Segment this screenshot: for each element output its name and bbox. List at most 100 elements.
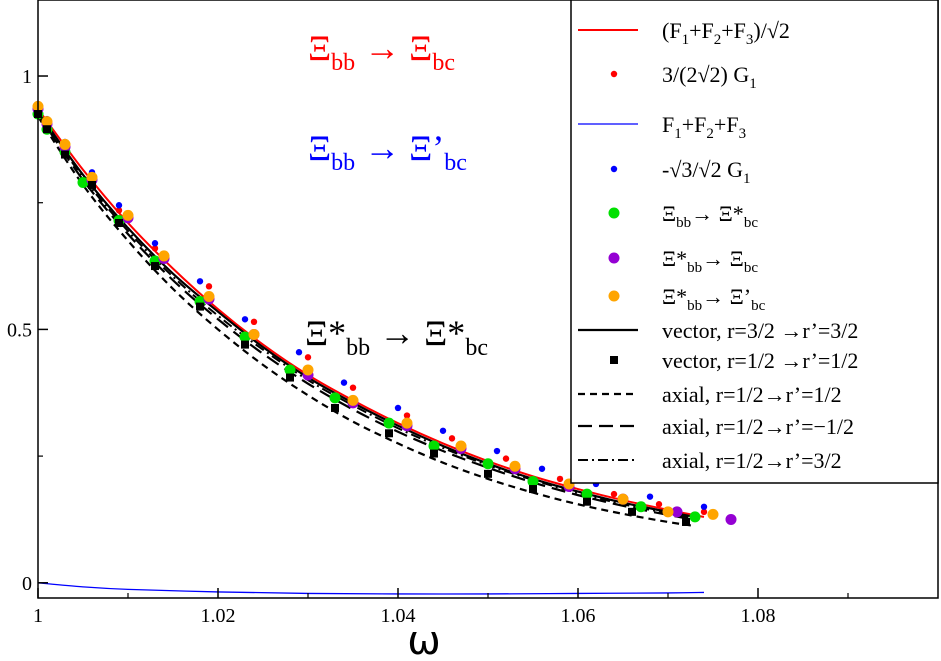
series-3-point	[151, 240, 159, 247]
legend-label-part: axial, r=1/2→r’=1/2	[662, 382, 842, 407]
series-3-point	[196, 278, 204, 285]
x-tick-label: 1.04	[381, 605, 416, 627]
legend-box	[570, 0, 939, 484]
legend-item-3: -√3/√2 G1	[610, 157, 750, 187]
series-6-point	[158, 250, 170, 262]
legend-swatch	[610, 356, 618, 364]
series-6-point	[509, 460, 521, 472]
series-6-point	[662, 506, 674, 518]
series-1-point	[304, 354, 312, 361]
series-4-point	[482, 458, 494, 470]
legend-item-11: axial, r=1/2→r’=3/2	[578, 448, 842, 473]
series-10-line	[37, 113, 696, 522]
legend-label-part: → Ξ	[702, 246, 744, 271]
legend-label-part: bb	[687, 260, 702, 276]
series-6-point	[248, 328, 260, 340]
x-tick-label: 1	[33, 605, 43, 627]
legend-label-part: Ξ*	[662, 246, 687, 271]
legend-item-6: Ξ*bb→ Ξ’bc	[608, 284, 766, 314]
series-4-point	[77, 176, 89, 188]
series-4-point	[284, 364, 296, 376]
series-8-point	[286, 373, 294, 382]
series-8-point	[682, 517, 690, 526]
legend-label: vector, r=1/2 →r’=1/2	[662, 348, 858, 373]
legend-label: Ξ*bb→ Ξbc	[662, 246, 758, 276]
series-4-point	[635, 501, 647, 513]
series-3-point	[493, 447, 501, 455]
annotation-part: Ξ	[308, 128, 331, 168]
x-tick-label: 1.08	[741, 605, 776, 627]
annotation-3: Ξ*bb → Ξ*bc	[305, 313, 488, 361]
series-8-point	[430, 449, 438, 458]
annotation-part: →	[355, 28, 409, 68]
legend-label-part: 3	[746, 32, 754, 48]
series-1-point	[655, 501, 663, 508]
legend-swatch	[608, 252, 620, 264]
series-3-point	[646, 493, 654, 500]
series-8-point	[385, 429, 393, 438]
series-8-point	[241, 340, 249, 349]
series-3-point	[295, 349, 303, 356]
legend-label: axial, r=1/2→r’=1/2	[662, 382, 842, 407]
annotation-part: bc	[465, 335, 488, 361]
annotation-part: bc	[444, 150, 467, 176]
annotation-2: Ξbb → Ξ’bc	[308, 128, 467, 176]
series-1-point	[115, 207, 123, 214]
series-8-point	[151, 262, 159, 271]
series-0	[37, 108, 705, 518]
series-3-point	[115, 202, 123, 209]
legend-label-part: 3/(2√2) G	[662, 62, 749, 87]
series-3-point	[700, 503, 708, 510]
series-6-point	[86, 171, 98, 183]
series-3-point	[241, 316, 249, 323]
legend-label-part: 1	[749, 76, 757, 92]
series-5-point	[725, 513, 737, 525]
series-6-point	[122, 209, 134, 221]
legend-label-part: bc	[751, 298, 766, 314]
series-1-point	[700, 508, 708, 516]
series-5-point	[671, 506, 683, 518]
legend-label-part: 1	[743, 171, 751, 187]
legend-label-part: F	[662, 112, 674, 137]
annotation-part: →	[370, 313, 424, 353]
series-1-point	[556, 475, 564, 483]
annotation-part: bb	[346, 335, 370, 361]
legend-label-part: )/√2	[753, 18, 790, 43]
legend-label: F1+F2+F3	[662, 112, 746, 142]
legend-label-part: -√3/√2 G	[662, 157, 743, 182]
axis-layer: 1 1.02 1.04 1.06 1.08 0 0.5 1	[7, 66, 849, 627]
legend-label-part: axial, r=1/2→r’=−1/2	[662, 414, 854, 439]
legend-label-part: Ξ*	[662, 284, 687, 309]
series-8-point	[196, 302, 204, 311]
series-7-line	[37, 110, 696, 518]
legend-swatch	[610, 70, 618, 78]
legend-label: -√3/√2 G1	[662, 157, 750, 187]
annotation-part: Ξ*	[424, 313, 465, 353]
series-2	[37, 582, 705, 595]
annotation-part: →	[355, 128, 409, 168]
legend-label-part: bb	[687, 298, 702, 314]
series-9-line	[37, 115, 696, 528]
series-6-point	[203, 290, 215, 302]
x-axis-title: ω	[407, 618, 441, 661]
series-8-point	[88, 180, 96, 189]
legend-swatch	[608, 207, 620, 219]
series-11	[37, 111, 696, 520]
annotation-part: bb	[331, 50, 355, 76]
legend-item-8: vector, r=1/2 →r’=1/2	[610, 348, 858, 373]
legend-label: (F1+F2+F3)/√2	[662, 18, 790, 48]
legend-label-part: (F	[662, 18, 682, 43]
series-6-point	[302, 364, 314, 376]
series-4-point	[581, 488, 593, 500]
series-3-point	[538, 465, 546, 472]
series-8-point	[529, 485, 537, 494]
legend-label-part: 1	[682, 32, 690, 48]
series-1-point	[403, 412, 411, 419]
legend-label-part: vector, r=1/2 →r’=1/2	[662, 348, 858, 373]
series-6-point	[347, 394, 359, 406]
legend-label: 3/(2√2) G1	[662, 62, 757, 92]
series-1-point	[349, 384, 357, 391]
series-4-point	[239, 331, 251, 343]
legend-label-part: +F	[721, 18, 746, 43]
